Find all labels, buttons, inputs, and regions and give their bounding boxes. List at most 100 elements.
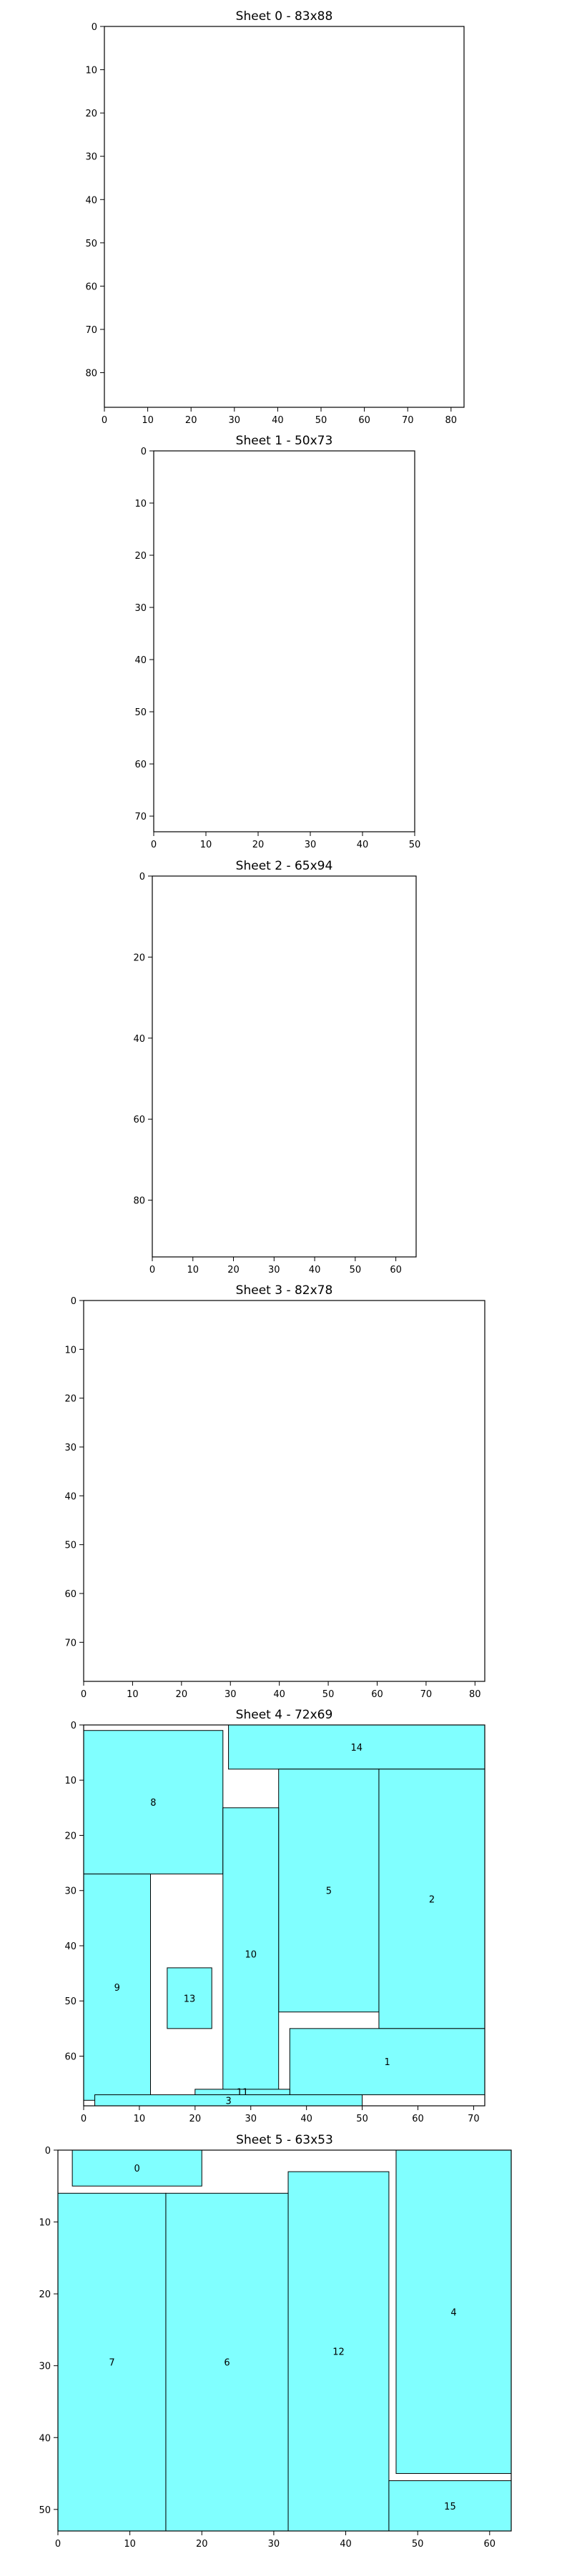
sheet-3-ytick-label-50: 50 bbox=[64, 1541, 77, 1551]
sheet-1-ytick-label-30: 30 bbox=[134, 603, 147, 614]
sheet-5-xtick-label-30: 30 bbox=[268, 2539, 280, 2550]
sheet-4-rect-label-8: 8 bbox=[150, 1798, 156, 1809]
sheet-3-xtick-label-70: 70 bbox=[420, 1689, 433, 1700]
sheet-3-axes-frame bbox=[83, 1300, 485, 1682]
sheet-0-ytick-label-30: 30 bbox=[85, 152, 97, 163]
sheet-3-xtick-label-80: 80 bbox=[469, 1689, 481, 1700]
sheet-3-plot: Sheet 3 - 82x78 0 10 20 30 40 50 60 70 80 0 10 20 30 4… bbox=[64, 1283, 485, 1700]
sheet-3-ytick-label-40: 40 bbox=[64, 1491, 77, 1502]
sheet-5-ytick-label-40: 40 bbox=[39, 2433, 51, 2444]
sheet-5-ytick-label-30: 30 bbox=[39, 2362, 51, 2372]
sheet-5-ytick-label-0: 0 bbox=[45, 2146, 51, 2157]
sheet-4-xtick-label-60: 60 bbox=[412, 2114, 424, 2124]
sheet-3-xtick-label-50: 50 bbox=[322, 1689, 335, 1700]
sheet-5-rect-label-4: 4 bbox=[450, 2307, 456, 2318]
sheet-2-xtick-label-0: 0 bbox=[149, 1265, 155, 1275]
sheet-4-rect-13 bbox=[167, 1967, 212, 2029]
sheet-0-xtick-label-70: 70 bbox=[402, 415, 414, 426]
sheet-5-rect-label-15: 15 bbox=[444, 2502, 456, 2512]
sheet-2-xtick-label-20: 20 bbox=[227, 1265, 240, 1275]
sheet-1-xtick-label-0: 0 bbox=[151, 840, 157, 850]
sheet-4-rect-label-1: 1 bbox=[385, 2057, 390, 2068]
sheet-1-title: Sheet 1 - 50x73 bbox=[236, 434, 333, 448]
sheet-5-xtick-label-20: 20 bbox=[196, 2539, 208, 2550]
sheet-3-title: Sheet 3 - 82x78 bbox=[236, 1283, 333, 1298]
sheet-4-xtick-label-20: 20 bbox=[189, 2114, 202, 2124]
sheet-4-rect-label-5: 5 bbox=[326, 1886, 332, 1897]
sheet-4-rect-label-10: 10 bbox=[245, 1950, 257, 1961]
sheet-0-ytick-label-10: 10 bbox=[85, 66, 97, 76]
sheet-2-title: Sheet 2 - 65x94 bbox=[236, 859, 333, 873]
sheet-4-ytick-label-40: 40 bbox=[64, 1941, 77, 1952]
sheet-1-axes-frame bbox=[153, 450, 415, 832]
sheet-0-ytick-label-80: 80 bbox=[85, 369, 97, 379]
sheet-4-rect-label-3: 3 bbox=[225, 2096, 231, 2107]
sheet-5-rect-7 bbox=[57, 2192, 167, 2532]
sheet-2-xtick-label-10: 10 bbox=[187, 1265, 199, 1275]
sheet-0-ytick-label-60: 60 bbox=[85, 282, 97, 292]
sheet-0-xtick-label-0: 0 bbox=[102, 415, 107, 426]
sheet-5-rect-label-7: 7 bbox=[109, 2358, 114, 2369]
sheet-4-xtick-label-40: 40 bbox=[300, 2114, 312, 2124]
sheet-2-ytick-label-40: 40 bbox=[133, 1034, 145, 1045]
sheet-2-xtick-label-40: 40 bbox=[309, 1265, 321, 1275]
sheet-4-ytick-label-60: 60 bbox=[64, 2052, 77, 2062]
sheet-4-rect-label-2: 2 bbox=[429, 1894, 435, 1905]
sheet-0-plot: Sheet 0 - 83x88 0 10 20 30 40 50 60 70 80 0 10 20 30 4… bbox=[85, 9, 465, 426]
sheet-3-ytick-label-0: 0 bbox=[71, 1296, 77, 1307]
sheet-1-ytick-label-40: 40 bbox=[134, 655, 147, 666]
sheet-0-xtick-label-10: 10 bbox=[142, 415, 154, 426]
sheet-2-xtick-label-30: 30 bbox=[268, 1265, 280, 1275]
sheet-4-title: Sheet 4 - 72x69 bbox=[236, 1708, 333, 1722]
sheet-4-xtick-label-70: 70 bbox=[468, 2114, 480, 2124]
sheet-2-ytick-label-60: 60 bbox=[133, 1115, 145, 1125]
sheet-4-ytick-label-50: 50 bbox=[64, 1996, 77, 2007]
sheet-3-xtick-label-20: 20 bbox=[176, 1689, 188, 1700]
sheet-4-axes-frame bbox=[83, 1724, 485, 2107]
sheet-4-rect-14 bbox=[228, 1724, 485, 1770]
sheet-2-ytick-label-0: 0 bbox=[139, 872, 145, 882]
sheet-0-title: Sheet 0 - 83x88 bbox=[236, 9, 333, 24]
sheet-3-xtick-label-60: 60 bbox=[371, 1689, 383, 1700]
sheet-3-ytick-label-30: 30 bbox=[64, 1443, 77, 1453]
sheet-0-ytick-label-70: 70 bbox=[85, 325, 97, 336]
sheet-5-ytick-label-10: 10 bbox=[39, 2218, 51, 2229]
sheet-5-title: Sheet 5 - 63x53 bbox=[236, 2133, 333, 2147]
sheet-5-rect-label-0: 0 bbox=[134, 2164, 140, 2174]
sheet-0-xtick-label-50: 50 bbox=[315, 415, 327, 426]
sheet-4-rect-label-14: 14 bbox=[351, 1743, 363, 1754]
sheet-3-ytick-label-10: 10 bbox=[64, 1345, 77, 1356]
sheet-0-ytick-label-0: 0 bbox=[92, 22, 97, 33]
sheet-5-rect-4 bbox=[395, 2149, 512, 2475]
sheet-2-ytick-label-20: 20 bbox=[133, 953, 145, 963]
sheet-3-xtick-label-0: 0 bbox=[81, 1689, 87, 1700]
sheet-5-xtick-label-40: 40 bbox=[340, 2539, 352, 2550]
sheet-1-ytick-label-50: 50 bbox=[134, 707, 147, 718]
sheet-4-xtick-label-10: 10 bbox=[134, 2114, 146, 2124]
sheet-1-ytick-label-60: 60 bbox=[134, 760, 147, 770]
sheet-0-xtick-label-20: 20 bbox=[185, 415, 197, 426]
sheet-1-plot: Sheet 1 - 50x73 0 10 20 30 40 50 0 10 20 30 40 50 60 7… bbox=[134, 434, 420, 850]
sheet-5-ytick-label-20: 20 bbox=[39, 2289, 51, 2300]
sheet-1-xtick-label-50: 50 bbox=[409, 840, 421, 850]
sheet-5-plot: Sheet 5 - 63x53 0 4 12 7 6 15 0 10 20 30 40 50 60 0 10 2… bbox=[39, 2133, 512, 2550]
sheet-3-ytick-label-70: 70 bbox=[64, 1638, 77, 1648]
sheet-3-xtick-label-30: 30 bbox=[225, 1689, 237, 1700]
sheet-2-plot: Sheet 2 - 65x94 0 10 20 30 40 50 60 0 20 40 60 80 bbox=[133, 859, 417, 1275]
sheet-0-xtick-label-40: 40 bbox=[272, 415, 284, 426]
sheet-4-ytick-label-0: 0 bbox=[71, 1721, 77, 1731]
sheet-4-ytick-label-10: 10 bbox=[64, 1776, 77, 1786]
sheet-2-axes-frame bbox=[152, 875, 417, 1258]
sheet-4-ytick-label-30: 30 bbox=[64, 1886, 77, 1897]
sheet-0-axes-frame bbox=[104, 26, 465, 408]
sheet-2-ytick-label-80: 80 bbox=[133, 1196, 145, 1207]
sheet-1-xtick-label-10: 10 bbox=[200, 840, 212, 850]
sheet-4-rect-label-13: 13 bbox=[184, 1994, 196, 2004]
sheet-4-xtick-label-0: 0 bbox=[81, 2114, 87, 2124]
sheet-0-xtick-label-60: 60 bbox=[358, 415, 370, 426]
sheet-4-ytick-label-20: 20 bbox=[64, 1831, 77, 1841]
sheet-5-xtick-label-50: 50 bbox=[412, 2539, 424, 2550]
